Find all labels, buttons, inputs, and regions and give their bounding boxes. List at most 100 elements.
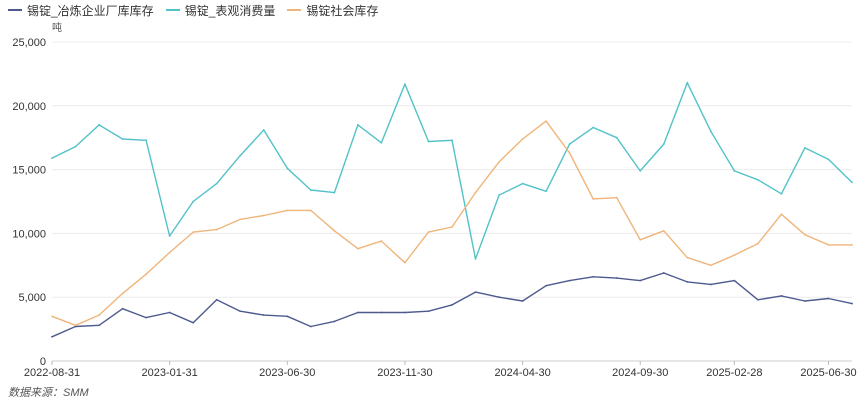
series-2-point [121, 292, 124, 295]
series-2-point [756, 242, 759, 245]
series-2-point [686, 256, 689, 259]
series-0-point [639, 279, 642, 282]
series-0-point [827, 297, 830, 300]
series-0-point [592, 275, 595, 278]
x-tick-label: 2024-09-30 [612, 367, 668, 379]
series-1-point [286, 167, 289, 170]
series-1-point [380, 141, 383, 144]
series-2-point [709, 264, 712, 267]
legend-label-smelter-inventory: 锡锭_冶炼企业厂库库存 [27, 3, 154, 18]
series-0-point [333, 320, 336, 323]
series-1-point [733, 169, 736, 172]
series-2-point [474, 191, 477, 194]
series-0-point [521, 300, 524, 302]
y-tick-label: 0 [40, 356, 46, 368]
series-1-point [592, 126, 595, 129]
series-2-point [309, 209, 312, 212]
series-2-point [98, 314, 100, 316]
y-tick-label: 15,000 [12, 165, 46, 177]
x-tick-label: 2025-02-28 [706, 367, 762, 379]
x-tick-label: 2023-11-30 [377, 367, 432, 379]
series-1-point [545, 190, 548, 193]
series-1-point [121, 138, 124, 140]
series-0-point [709, 283, 712, 286]
series-1-point [404, 83, 406, 86]
series-0-point [262, 314, 265, 316]
series-0-point [192, 321, 195, 324]
series-1-point [51, 157, 53, 160]
series-0-point [74, 325, 77, 328]
series-1-point [215, 182, 218, 185]
series-1-point [780, 192, 783, 195]
series-2-point [286, 209, 289, 212]
y-tick-label: 20,000 [12, 101, 46, 113]
series-1-point [521, 182, 524, 185]
series-0-point [121, 307, 124, 310]
series-1-point [498, 194, 500, 197]
series-2-point [639, 238, 642, 241]
series-0-point [545, 284, 548, 287]
series-2-point [239, 218, 242, 221]
series-1-point [804, 147, 806, 149]
series-1-point [662, 143, 665, 145]
series-0-point [427, 310, 430, 313]
series-1-point [168, 235, 171, 237]
series-2-point [804, 233, 806, 236]
y-tick-label: 10,000 [12, 228, 46, 240]
chart-legend: 锡锭_冶炼企业厂库库存 锡锭_表观消费量 锡锭社会库存 [8, 2, 390, 18]
series-0-point [474, 291, 477, 293]
series-line-1 [51, 82, 853, 260]
series-1-point [333, 191, 336, 194]
series-1-point [827, 158, 830, 161]
series-1-point [568, 143, 571, 145]
legend-label-apparent-consumption: 锡锭_表观消费量 [184, 3, 276, 18]
series-1-point [851, 181, 853, 184]
series-0-point [804, 300, 806, 302]
y-axis-unit: 吨 [52, 23, 62, 34]
legend-label-social-inventory: 锡锭社会库存 [306, 3, 379, 18]
series-1-point [474, 258, 477, 260]
y-tick-label: 25,000 [12, 37, 46, 49]
series-0-point [568, 279, 571, 282]
x-tick-label: 2022-08-31 [24, 367, 80, 379]
series-1-point [427, 140, 430, 143]
series-1-point [145, 139, 148, 142]
series-1-point [756, 178, 759, 181]
series-0-point [286, 315, 289, 318]
legend-item-social-inventory[interactable]: 锡锭社会库存 [287, 2, 378, 19]
series-2-point [427, 231, 430, 234]
series-1-point [98, 124, 100, 126]
series-2-point [827, 243, 830, 246]
series-1-point [709, 130, 712, 133]
series-2-point [333, 229, 336, 232]
x-tick-label: 2023-06-30 [259, 367, 315, 379]
series-2-point [192, 231, 195, 234]
series-1-point [686, 81, 689, 84]
series-2-point [592, 198, 595, 200]
series-2-point [780, 213, 783, 216]
series-0-point [404, 311, 406, 314]
series-2-point [615, 196, 618, 199]
data-source-note: 数据来源：SMM [8, 387, 89, 399]
series-1-point [239, 154, 242, 157]
legend-swatch-apparent-consumption [165, 9, 180, 11]
series-2-point [451, 226, 453, 228]
series-1-point [615, 136, 618, 139]
series-0-point [498, 296, 500, 299]
series-0-point [98, 324, 100, 327]
series-2-point [356, 247, 359, 250]
series-0-point [780, 295, 783, 297]
series-1-point [309, 189, 312, 191]
series-0-point [662, 272, 665, 274]
series-2-point [521, 138, 524, 140]
series-2-point [74, 324, 77, 327]
series-1-point [192, 200, 195, 203]
series-0-point [51, 335, 53, 338]
legend-item-apparent-consumption[interactable]: 锡锭_表观消费量 [165, 2, 276, 19]
x-tick-label: 2025-06-30 [800, 367, 856, 379]
series-0-point [851, 302, 853, 305]
series-1-point [451, 139, 453, 142]
y-tick-label: 5,000 [18, 292, 46, 304]
legend-item-smelter-inventory[interactable]: 锡锭_冶炼企业厂库库存 [8, 2, 154, 19]
